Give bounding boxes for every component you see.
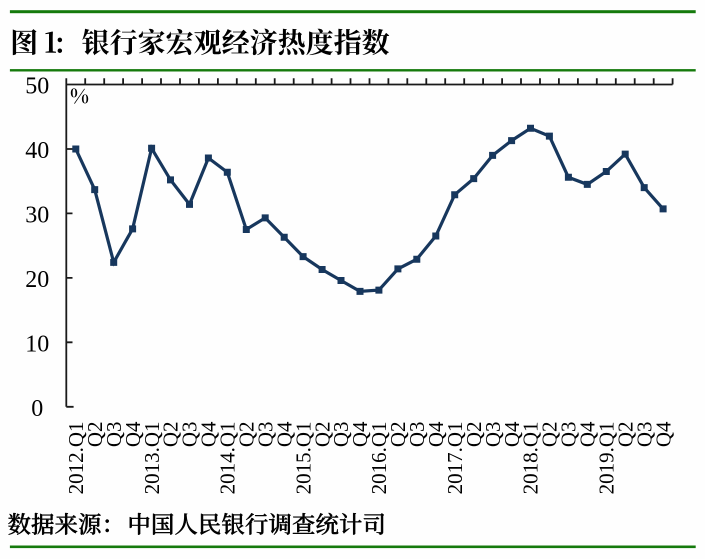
svg-text:20: 20 <box>25 267 49 293</box>
svg-text:2014.Q1: 2014.Q1 <box>216 422 240 495</box>
svg-text:2015.Q1: 2015.Q1 <box>291 422 315 495</box>
svg-text:Q4: Q4 <box>121 421 145 447</box>
svg-text:Q3: Q3 <box>102 422 126 448</box>
svg-text:Q3: Q3 <box>329 422 353 448</box>
svg-text:2018.Q1: 2018.Q1 <box>519 422 543 495</box>
svg-text:Q2: Q2 <box>538 422 562 448</box>
svg-text:Q2: Q2 <box>235 422 259 448</box>
svg-text:Q4: Q4 <box>197 421 221 447</box>
svg-text:Q2: Q2 <box>310 422 334 448</box>
svg-text:Q3: Q3 <box>557 422 581 448</box>
svg-text:Q4: Q4 <box>272 421 296 447</box>
svg-text:Q4: Q4 <box>424 421 448 447</box>
svg-text:Q4: Q4 <box>348 421 372 447</box>
svg-text:Q3: Q3 <box>481 422 505 448</box>
svg-text:2016.Q1: 2016.Q1 <box>367 422 391 495</box>
svg-text:Q3: Q3 <box>632 422 656 448</box>
svg-text:Q3: Q3 <box>405 422 429 448</box>
svg-text:Q2: Q2 <box>386 422 410 448</box>
svg-text:2019.Q1: 2019.Q1 <box>595 422 619 495</box>
svg-text:Q2: Q2 <box>613 422 637 448</box>
svg-text:2017.Q1: 2017.Q1 <box>443 422 467 495</box>
svg-text:Q4: Q4 <box>500 421 524 447</box>
svg-text:Q2: Q2 <box>83 422 107 448</box>
svg-text:Q3: Q3 <box>178 422 202 448</box>
svg-text:Q2: Q2 <box>159 422 183 448</box>
svg-text:40: 40 <box>25 138 49 164</box>
svg-text:Q3: Q3 <box>253 422 277 448</box>
svg-text:Q4: Q4 <box>576 421 600 447</box>
svg-text:2013.Q1: 2013.Q1 <box>140 422 164 495</box>
svg-text:Q2: Q2 <box>462 422 486 448</box>
svg-text:30: 30 <box>25 203 49 229</box>
svg-text:50: 50 <box>25 74 49 100</box>
svg-text:10: 10 <box>25 332 49 358</box>
svg-text:0: 0 <box>31 396 43 422</box>
svg-text:2012.Q1: 2012.Q1 <box>64 422 88 495</box>
svg-text:Q4: Q4 <box>651 421 675 447</box>
